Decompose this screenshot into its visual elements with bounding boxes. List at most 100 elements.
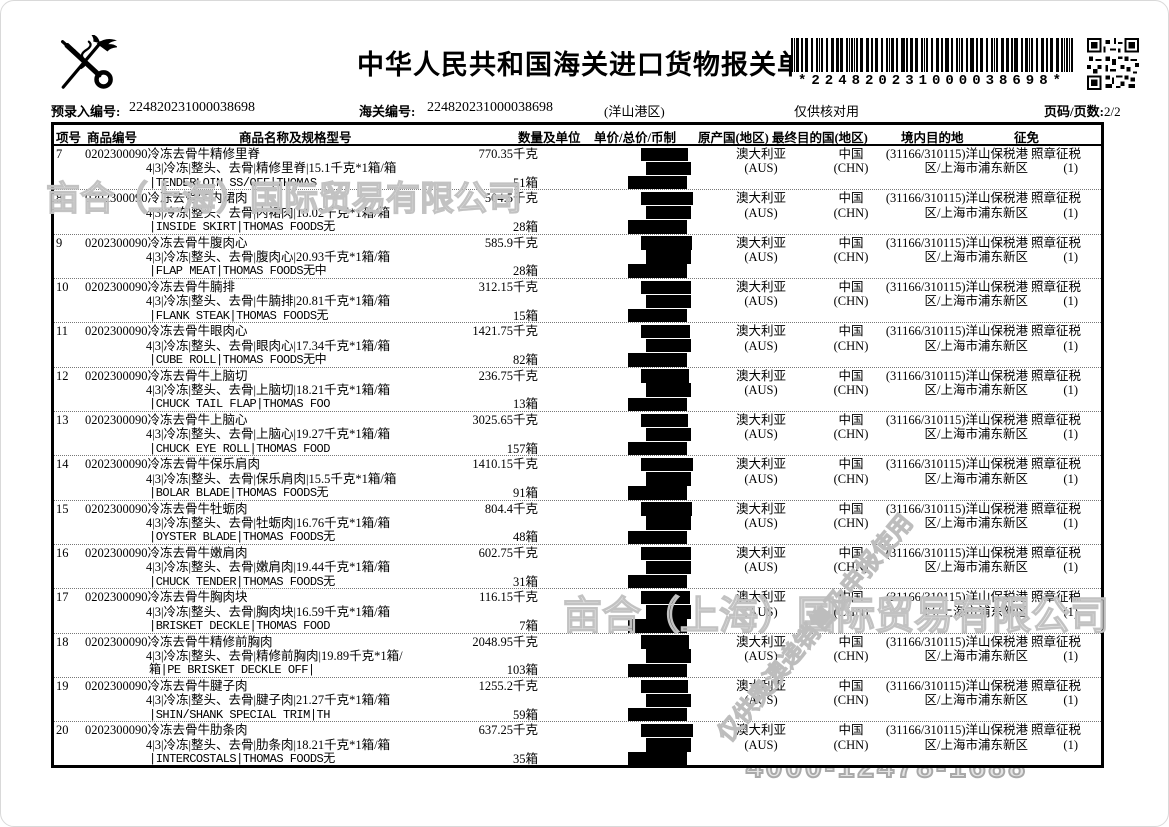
col-price-currency: 单价/总价/币制 <box>594 131 676 145</box>
table-row: 12 0202300090冷冻去骨牛上脑切 4|3|冷冻|整头、去骨|上脑切|1… <box>54 368 1101 413</box>
levy-code: (1) <box>1063 560 1078 575</box>
redaction-bar-unit-price <box>641 635 689 649</box>
commodity-code: 0202300090 <box>85 413 148 428</box>
destination-country-code: (CHN) <box>833 161 869 176</box>
commodity-name: 冷冻去骨牛肋条肉 <box>147 723 248 738</box>
col-domestic-destination: 境内目的地 <box>901 131 964 145</box>
redaction-bar-total-price <box>646 294 691 309</box>
customs-emblem-icon <box>53 33 118 102</box>
domestic-destination-line2: 区/上海市浦东新区 <box>924 427 1028 442</box>
origin-country-code: (AUS) <box>744 338 778 353</box>
origin-country-name: 澳大利亚 <box>735 191 786 206</box>
english-name-line: |BOLAR BLADE|THOMAS FOODS无 <box>149 486 329 500</box>
redaction-bar-total-price <box>646 205 691 220</box>
redaction-bar-currency <box>628 264 687 278</box>
levy-code: (1) <box>1063 649 1078 664</box>
commodity-code: 0202300090 <box>85 457 148 472</box>
commodity-code: 0202300090 <box>85 235 148 250</box>
redaction-bar-unit-price <box>641 546 691 561</box>
quantity-boxes: 48箱 <box>512 530 538 545</box>
domestic-destination-line2: 区/上海市浦东新区 <box>924 383 1028 398</box>
levy-mode: 照章征税 <box>1031 191 1082 206</box>
item-no: 8 <box>56 191 63 206</box>
destination-country-name: 中国 <box>838 723 864 738</box>
destination-country-code: (CHN) <box>833 737 869 752</box>
english-name-line: |BRISKET DECKLE|THOMAS FOOD <box>149 619 330 634</box>
origin-country-code: (AUS) <box>744 693 778 708</box>
domestic-destination: (31166/310115)洋山保税港 区/上海市浦东新区 <box>874 147 1028 176</box>
levy-code: (1) <box>1063 604 1078 619</box>
levy-mode: 照章征税 <box>1031 368 1082 383</box>
origin-country: 澳大利亚 (AUS) <box>711 324 811 353</box>
item-no: 20 <box>56 723 69 738</box>
origin-country-name: 澳大利亚 <box>735 723 786 738</box>
destination-country-code: (CHN) <box>833 294 869 309</box>
quantity-boxes: 15箱 <box>512 308 538 323</box>
spec-line: 4|3|冷冻|整头、去骨|腹肉心|20.93千克*1箱/箱 <box>146 249 391 264</box>
port-zone: (洋山港区) <box>604 104 665 119</box>
levy-exemption: 照章征税 (1) <box>1031 413 1081 442</box>
domestic-destination-line1: (31166/310115)洋山保税港 <box>885 191 1028 206</box>
page-number-label: 页码/页数: <box>1044 104 1104 119</box>
redaction-bar-total-price <box>646 605 691 619</box>
origin-country: 澳大利亚 (AUS) <box>711 236 811 265</box>
levy-code: (1) <box>1063 516 1078 531</box>
domestic-destination-line1: (31166/310115)洋山保税港 <box>885 679 1028 694</box>
levy-mode: 照章征税 <box>1031 590 1082 605</box>
commodity-name: 冷冻去骨牛精修里脊 <box>147 147 261 161</box>
domestic-destination-line2: 区/上海市浦东新区 <box>924 737 1028 752</box>
destination-country-name: 中国 <box>838 457 864 472</box>
domestic-destination-line1: (31166/310115)洋山保税港 <box>885 235 1028 250</box>
table-row: 20 0202300090冷冻去骨牛肋条肉 4|3|冷冻|整头、去骨|肋条肉|1… <box>54 722 1101 766</box>
commodity-code-and-name: 0202300090冷冻去骨牛眼肉心 <box>85 324 248 338</box>
origin-country-code: (AUS) <box>744 427 778 442</box>
destination-country: 中国 (CHN) <box>801 635 901 664</box>
item-no: 7 <box>56 147 63 161</box>
commodity-code-and-name: 0202300090冷冻去骨牛保乐肩肉 <box>85 457 260 471</box>
levy-exemption: 照章征税 (1) <box>1031 236 1081 265</box>
domestic-destination-line1: (31166/310115)洋山保税港 <box>885 368 1028 383</box>
commodity-name: 冷冻去骨牛精修前胸肉 <box>147 634 273 649</box>
domestic-destination: (31166/310115)洋山保税港 区/上海市浦东新区 <box>874 280 1028 309</box>
destination-country-name: 中国 <box>838 413 864 428</box>
quantity-kg: 312.15千克 <box>478 280 538 295</box>
destination-country: 中国 (CHN) <box>801 369 901 398</box>
levy-exemption: 照章征税 (1) <box>1031 368 1082 398</box>
origin-country-code: (AUS) <box>744 604 778 619</box>
levy-exemption: 照章征税 (1) <box>1031 723 1081 752</box>
commodity-code: 0202300090 <box>85 147 148 161</box>
levy-mode: 照章征税 <box>1031 324 1082 339</box>
levy-exemption: 照章征税 (1) <box>1031 191 1082 220</box>
quantity-boxes: 157箱 <box>506 441 538 456</box>
commodity-code: 0202300090 <box>85 324 148 339</box>
english-name-line: |INSIDE SKIRT|THOMAS FOODS无 <box>149 219 335 234</box>
col-commodity-code: 商品编号 <box>87 131 138 145</box>
commodity-name: 冷冻去骨牛保乐肩肉 <box>147 457 261 472</box>
origin-country: 澳大利亚 (AUS) <box>711 147 811 176</box>
redaction-bar-total-price <box>646 250 691 264</box>
redaction-bar-total-price <box>646 383 691 397</box>
redaction-bar-unit-price <box>641 147 688 161</box>
levy-mode: 照章征税 <box>1031 501 1082 516</box>
commodity-code: 0202300090 <box>85 723 148 738</box>
destination-country-name: 中国 <box>838 324 864 339</box>
table-body: 7 0202300090冷冻去骨牛精修里脊 4|3|冷冻|整头、去骨|精修里脊|… <box>54 146 1101 767</box>
spec-line: 4|3|冷冻|整头、去骨|胸肉块|16.59千克*1箱/箱 <box>146 604 391 619</box>
origin-country-name: 澳大利亚 <box>735 368 786 383</box>
quantity-boxes: 35箱 <box>512 752 538 767</box>
redaction-bar-currency <box>628 707 687 722</box>
origin-country: 澳大利亚 (AUS) <box>711 502 811 531</box>
origin-country-code: (AUS) <box>744 383 778 398</box>
levy-exemption: 照章征税 (1) <box>1031 501 1082 531</box>
english-name-line: |OYSTER BLADE|THOMAS FOODS无 <box>149 530 335 545</box>
destination-country-name: 中国 <box>838 679 864 694</box>
levy-code: (1) <box>1063 294 1078 309</box>
spec-line: 4|3|冷冻|整头、去骨|腱子肉|21.27千克*1箱/箱 <box>146 693 391 708</box>
commodity-code-and-name: 0202300090冷冻去骨牛内裙肉 <box>85 191 248 205</box>
spec-line: 4|3|冷冻|整头、去骨|眼肉心|17.34千克*1箱/箱 <box>146 338 391 353</box>
redaction-bar-total-price <box>646 516 691 530</box>
commodity-code: 0202300090 <box>85 590 148 605</box>
spec-line: 4|3|冷冻|整头、去骨|内裙肉|18.02千克*1箱/箱 <box>146 205 391 220</box>
domestic-destination: (31166/310115)洋山保税港 区/上海市浦东新区 <box>874 369 1028 398</box>
